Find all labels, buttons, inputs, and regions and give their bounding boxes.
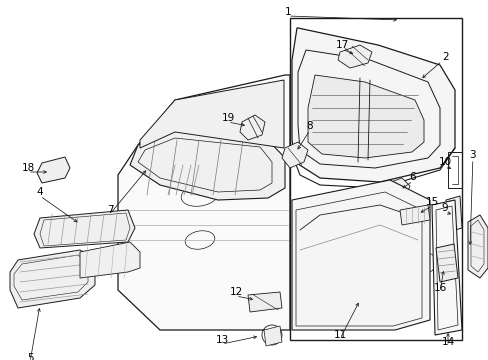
Polygon shape	[37, 157, 70, 183]
Text: 5: 5	[27, 353, 33, 360]
Text: 16: 16	[432, 283, 446, 293]
Polygon shape	[399, 205, 429, 225]
Text: 14: 14	[441, 337, 454, 347]
Text: 4: 4	[37, 187, 43, 197]
Polygon shape	[240, 115, 264, 140]
Polygon shape	[467, 215, 487, 278]
Polygon shape	[34, 210, 135, 248]
Polygon shape	[247, 292, 282, 312]
Polygon shape	[291, 180, 429, 330]
Text: 9: 9	[441, 203, 447, 213]
Text: 10: 10	[438, 157, 450, 167]
Text: 8: 8	[306, 121, 313, 131]
Text: 1: 1	[284, 7, 291, 17]
Polygon shape	[383, 178, 409, 200]
Text: 13: 13	[215, 335, 228, 345]
Polygon shape	[140, 80, 284, 148]
Text: 11: 11	[333, 330, 346, 340]
Polygon shape	[445, 196, 461, 232]
Text: 17: 17	[335, 40, 348, 50]
Polygon shape	[291, 28, 454, 182]
Text: 15: 15	[425, 197, 438, 207]
Polygon shape	[80, 242, 140, 278]
Polygon shape	[10, 250, 95, 308]
Text: 18: 18	[21, 163, 35, 173]
Text: 12: 12	[229, 287, 242, 297]
Polygon shape	[264, 326, 282, 346]
Polygon shape	[130, 130, 285, 200]
Text: 2: 2	[441, 52, 447, 62]
Polygon shape	[435, 244, 457, 282]
Polygon shape	[431, 200, 461, 335]
Polygon shape	[282, 142, 307, 168]
Text: 19: 19	[221, 113, 234, 123]
Text: 3: 3	[468, 150, 475, 160]
Polygon shape	[118, 75, 289, 330]
Text: 7: 7	[106, 205, 113, 215]
Text: 6: 6	[409, 172, 415, 182]
Polygon shape	[307, 75, 423, 158]
Polygon shape	[337, 45, 371, 68]
